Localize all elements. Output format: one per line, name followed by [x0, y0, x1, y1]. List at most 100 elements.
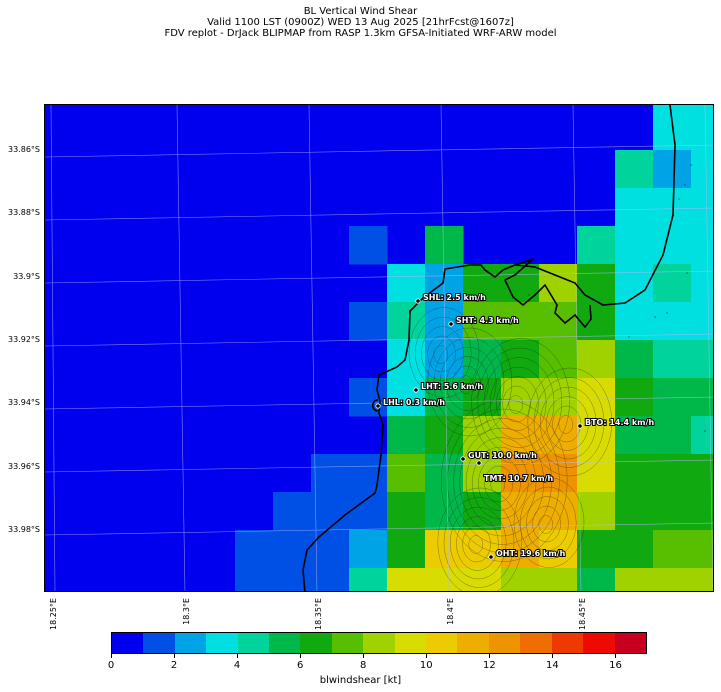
shear-cell [539, 530, 578, 569]
shear-cell [691, 105, 713, 113]
colorbar-tick-mark [615, 654, 617, 658]
shear-cell [653, 454, 692, 493]
shear-cell [691, 302, 713, 341]
shear-cell [273, 492, 312, 531]
colorbar-swatch [457, 633, 489, 653]
colorbar-tick-label: 6 [296, 660, 304, 671]
latitude-label: 33.86°S [8, 145, 40, 154]
shear-cell [653, 492, 692, 531]
shear-cell [501, 340, 540, 379]
shear-cell [501, 568, 540, 591]
colorbar-swatch [394, 633, 427, 653]
shear-cell [577, 530, 616, 569]
colorbar-swatch [363, 633, 395, 653]
shear-cell [691, 568, 713, 591]
station-label-bto: BTO: 14.4 km/h [585, 418, 654, 427]
terrain-contour [513, 477, 585, 568]
longitude-label: 18.3°E [182, 598, 191, 625]
shear-cell [653, 416, 692, 455]
terrain-contour [477, 347, 563, 457]
terrain-contour [484, 465, 513, 503]
terrain-contour [433, 345, 449, 364]
shear-cell [615, 530, 654, 569]
shear-cell [349, 226, 388, 265]
latitude-label: 33.96°S [8, 462, 40, 471]
station-label-lhl: LHL: 0.3 km/h [383, 398, 445, 407]
shear-cell [235, 568, 274, 591]
latitude-label: 33.9°S [13, 272, 40, 281]
colorbar-swatch [174, 633, 207, 653]
shear-cell [653, 530, 692, 569]
shear-cell [463, 340, 502, 379]
shear-cell [463, 264, 502, 303]
colorbar-tick-mark [489, 654, 491, 658]
colorbar-tick-mark [237, 654, 239, 658]
colorbar-swatch [551, 633, 584, 653]
shear-cell [577, 302, 616, 341]
shear-cell [615, 340, 654, 379]
shear-cell [463, 568, 502, 591]
station-marker-sht [448, 321, 454, 327]
shear-cell [273, 530, 312, 569]
latitude-label: 33.98°S [8, 525, 40, 534]
shear-cell [691, 454, 713, 493]
shear-cell [539, 340, 578, 379]
shear-cell [349, 530, 388, 569]
colorbar-tick-label: 16 [609, 660, 622, 671]
shear-cell [691, 112, 713, 151]
shear-cell [273, 568, 312, 591]
shear-cell [539, 568, 578, 591]
colorbar-tick-label: 14 [546, 660, 559, 671]
shear-cell [463, 378, 502, 417]
terrain-contour [421, 326, 464, 381]
longitude-label: 18.35°E [314, 598, 323, 630]
terrain-contour [489, 366, 547, 440]
shear-cell [387, 340, 426, 379]
terrain-contour [462, 525, 491, 563]
terrain-contour [471, 446, 529, 520]
station-label-sht: SHT: 4.3 km/h [456, 316, 519, 325]
shear-cell [539, 492, 578, 531]
shear-cell [387, 302, 426, 341]
shear-cell [425, 568, 464, 591]
station-label-shl: SHL: 2.5 km/h [423, 293, 486, 302]
shear-cell [691, 226, 713, 265]
station-marker-shl [415, 298, 421, 304]
terrain-contour [508, 395, 524, 414]
terrain-contour [539, 386, 597, 460]
colorbar-swatch [269, 633, 301, 653]
shear-cell [615, 568, 654, 591]
shear-cell [501, 302, 540, 341]
shear-cell [387, 492, 426, 531]
shear-cell [311, 568, 350, 591]
shear-cell [691, 188, 713, 227]
shear-cell [577, 264, 616, 303]
colorbar-tick-label: 12 [482, 660, 496, 671]
terrain-contour [440, 399, 568, 562]
shear-cell [691, 530, 713, 569]
shear-cell [463, 492, 502, 531]
terrain-contour [427, 335, 456, 373]
colorbar-tick-label: 8 [360, 660, 367, 671]
terrain-contour [533, 377, 605, 468]
colorbar-tick-mark [300, 654, 302, 658]
station-marker-bto [577, 423, 583, 429]
latitude-label: 33.94°S [8, 398, 40, 407]
shear-cell [539, 454, 578, 493]
terrain-contour [526, 496, 569, 551]
shear-cell [691, 264, 713, 303]
longitude-label: 18.4°E [446, 598, 455, 625]
shear-cell [653, 264, 692, 303]
colorbar-tick-mark [111, 654, 112, 658]
terrain-contour [414, 316, 472, 390]
terrain-contour [558, 415, 574, 434]
latitude-label: 33.92°S [8, 335, 40, 344]
shear-cell [577, 454, 616, 493]
terrain-contour [519, 486, 577, 560]
shear-cell [653, 340, 692, 379]
shear-cell [425, 226, 464, 265]
shear-cell [653, 302, 692, 341]
shear-cell [349, 454, 388, 493]
terrain-contour [468, 535, 484, 554]
colorbar-tick-label: 2 [170, 660, 178, 671]
